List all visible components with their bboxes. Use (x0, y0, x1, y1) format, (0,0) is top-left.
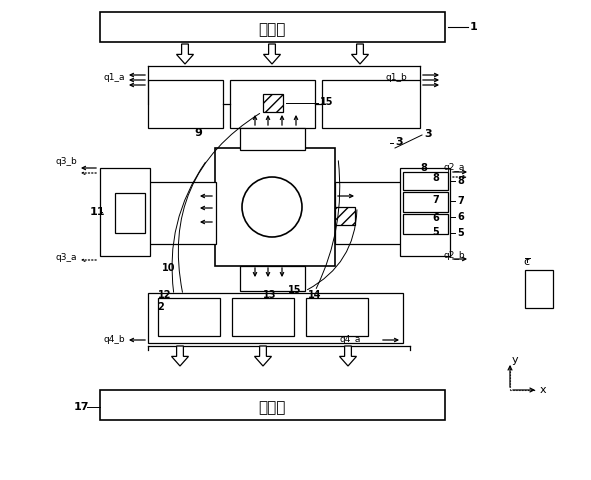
Bar (232, 298, 294, 336)
Text: q1_b: q1_b (385, 73, 407, 83)
Text: 8: 8 (420, 163, 427, 173)
Bar (400, 168, 450, 256)
Text: 15: 15 (288, 285, 301, 295)
Bar (335, 182, 403, 244)
Polygon shape (171, 346, 189, 366)
Text: 8: 8 (457, 176, 464, 186)
Bar (263, 94, 283, 112)
Bar (335, 207, 355, 225)
Polygon shape (177, 44, 193, 64)
Text: 6: 6 (457, 212, 464, 222)
Text: c: c (523, 257, 529, 267)
Bar (100, 12, 445, 42)
Bar (403, 192, 448, 212)
Bar (148, 293, 403, 343)
Text: 供給部: 供給部 (258, 23, 285, 37)
Text: q2_a: q2_a (443, 164, 465, 172)
Text: 6: 6 (432, 213, 439, 223)
Bar (215, 148, 335, 266)
Text: q3_b: q3_b (55, 157, 77, 167)
Text: 5: 5 (432, 227, 439, 237)
Bar (306, 298, 368, 336)
Bar (100, 390, 445, 420)
Polygon shape (264, 44, 281, 64)
Bar (100, 168, 150, 256)
Bar (158, 298, 220, 336)
Bar (148, 80, 223, 128)
Text: 17: 17 (74, 402, 89, 412)
Text: 10: 10 (162, 263, 176, 273)
Polygon shape (352, 44, 369, 64)
Text: 14: 14 (308, 290, 322, 300)
Text: 13: 13 (263, 290, 277, 300)
Bar (230, 80, 315, 128)
Text: 1: 1 (470, 22, 478, 32)
Text: 8: 8 (432, 173, 439, 183)
Text: x: x (540, 385, 547, 395)
Text: 3: 3 (395, 137, 402, 147)
Bar (240, 128, 305, 150)
Bar (403, 214, 448, 234)
Text: 9: 9 (194, 128, 202, 138)
Text: 3: 3 (424, 129, 431, 139)
Bar (115, 193, 145, 233)
Text: 7: 7 (457, 196, 464, 206)
Text: 15: 15 (320, 97, 333, 107)
Text: q2_b: q2_b (443, 251, 465, 260)
Bar (148, 182, 216, 244)
Circle shape (242, 177, 302, 237)
Bar (322, 80, 420, 128)
Text: q1_a: q1_a (103, 73, 125, 83)
Polygon shape (255, 346, 271, 366)
Text: q3_a: q3_a (55, 252, 76, 262)
Text: 7: 7 (432, 195, 439, 205)
Text: 回収部: 回収部 (258, 400, 285, 416)
Bar (240, 266, 305, 291)
Bar (403, 172, 448, 190)
Text: 11: 11 (90, 207, 106, 217)
Text: 5: 5 (457, 228, 464, 238)
Text: q4_b: q4_b (103, 336, 125, 345)
Bar (525, 270, 553, 308)
Text: 2: 2 (157, 302, 164, 312)
Text: q4_a: q4_a (340, 336, 361, 345)
Polygon shape (339, 346, 356, 366)
Text: y: y (512, 355, 519, 365)
Text: 12: 12 (158, 290, 171, 300)
